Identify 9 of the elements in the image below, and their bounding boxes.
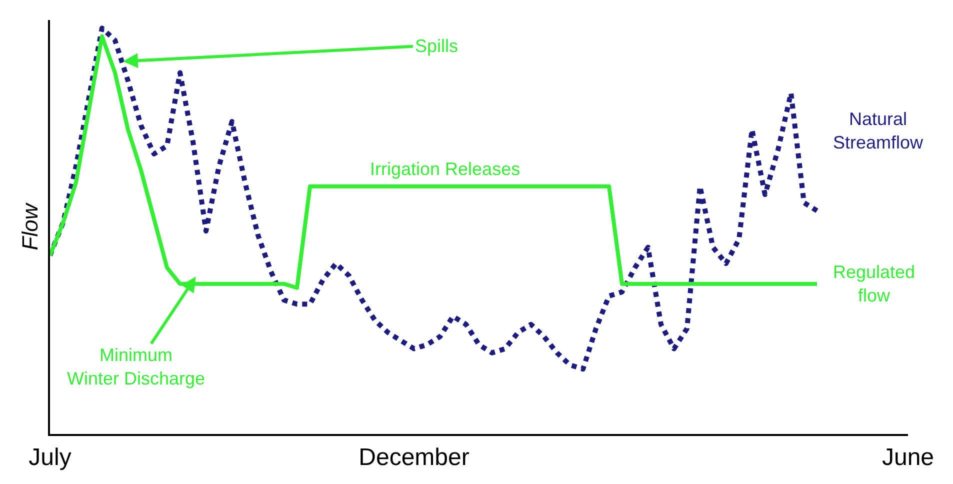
x-tick-label: July <box>28 444 72 471</box>
annotation: Irrigation Releases <box>370 159 520 179</box>
annotation: Minimum Winter Discharge <box>67 345 206 388</box>
annotation: Spills <box>415 36 458 56</box>
x-tick-label: December <box>358 444 470 471</box>
y-axis-title: Flow <box>17 202 42 250</box>
series-label: Regulated flow <box>833 262 916 306</box>
x-tick-label: June <box>882 444 934 471</box>
series-label: Natural Streamflow <box>833 109 924 152</box>
